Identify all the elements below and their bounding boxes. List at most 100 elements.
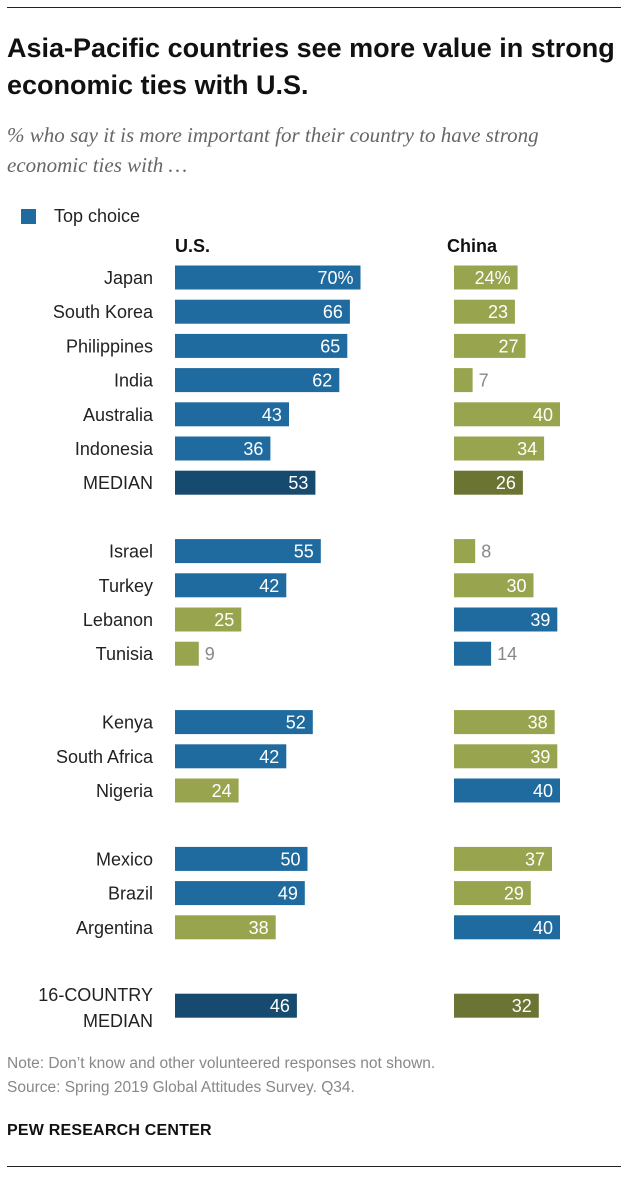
- us-bar-tunisia: [175, 641, 199, 666]
- us-bar-israel: [175, 539, 321, 564]
- chart-subtitle: % who say it is more important for their…: [7, 123, 539, 177]
- china-value-label-brazil: 29: [504, 884, 524, 904]
- country-label-line-16-country-median-0: 16-COUNTRY: [38, 985, 153, 1005]
- column-header-us: U.S.: [175, 236, 211, 256]
- top-rule: [7, 7, 621, 8]
- china-value-label-australia: 40: [533, 405, 553, 425]
- country-label-india: India: [114, 371, 154, 391]
- country-label-mexico: Mexico: [96, 849, 153, 869]
- us-bar-median: [175, 470, 316, 495]
- us-bar-india: [175, 368, 340, 393]
- us-value-label-argentina: 38: [249, 918, 269, 938]
- us-value-label-kenya: 52: [286, 713, 306, 733]
- china-value-label-lebanon: 39: [530, 610, 550, 630]
- country-label-israel: Israel: [109, 542, 153, 562]
- china-bar-south-korea: [454, 299, 515, 324]
- china-value-label-south-africa: 39: [530, 747, 550, 767]
- china-value-label-india: 7: [479, 371, 489, 391]
- china-bar-16-country-median: [454, 993, 539, 1018]
- china-bar-median: [454, 470, 523, 495]
- china-value-label-kenya: 38: [528, 713, 548, 733]
- chart-title: Asia-Pacific countries see more value in…: [7, 33, 615, 100]
- us-bar-australia: [175, 402, 289, 427]
- legend-swatch-top-choice: [21, 208, 36, 224]
- china-value-label-tunisia: 14: [497, 644, 517, 664]
- us-value-label-south-africa: 42: [259, 747, 279, 767]
- us-bar-south-africa: [175, 744, 287, 769]
- us-value-label-indonesia: 36: [243, 439, 263, 459]
- legend-label-top-choice: Top choice: [54, 205, 141, 226]
- china-bar-lebanon: [454, 607, 558, 632]
- country-label-indonesia: Indonesia: [75, 439, 154, 459]
- country-label-australia: Australia: [83, 405, 154, 425]
- us-value-label-australia: 43: [262, 405, 282, 425]
- china-value-label-israel: 8: [481, 542, 491, 562]
- china-value-label-indonesia: 34: [517, 439, 537, 459]
- country-label-nigeria: Nigeria: [96, 781, 154, 801]
- china-value-label-argentina: 40: [533, 918, 553, 938]
- us-bar-japan: [175, 265, 361, 290]
- us-value-label-india: 62: [312, 371, 332, 391]
- us-value-label-turkey: 42: [259, 576, 279, 596]
- china-bar-tunisia: [454, 641, 492, 666]
- us-bar-lebanon: [175, 607, 242, 632]
- china-value-label-16-country-median: 32: [512, 996, 532, 1016]
- us-value-label-lebanon: 25: [214, 610, 234, 630]
- country-label-south-korea: South Korea: [53, 302, 154, 322]
- country-label-philippines: Philippines: [66, 336, 153, 356]
- us-value-label-nigeria: 24: [212, 781, 232, 801]
- us-bar-mexico: [175, 846, 308, 871]
- us-value-label-japan: 70%: [317, 268, 353, 288]
- china-bar-israel: [454, 539, 476, 564]
- us-value-label-brazil: 49: [278, 884, 298, 904]
- china-bar-nigeria: [454, 778, 560, 803]
- country-label-16-country-median: 16-COUNTRY MEDIAN: [38, 985, 153, 1031]
- us-value-label-tunisia: 9: [205, 644, 215, 664]
- us-bar-indonesia: [175, 436, 271, 461]
- china-bar-kenya: [454, 710, 555, 735]
- china-value-label-turkey: 30: [506, 576, 526, 596]
- china-bar-indonesia: [454, 436, 545, 461]
- country-label-japan: Japan: [104, 268, 153, 288]
- us-bar-argentina: [175, 915, 276, 940]
- country-label-argentina: Argentina: [76, 918, 154, 938]
- source-line: Source: Spring 2019 Global Attitudes Sur…: [7, 1079, 355, 1096]
- china-bar-turkey: [454, 573, 534, 598]
- china-bar-argentina: [454, 915, 560, 940]
- country-label-south-africa: South Africa: [56, 747, 154, 767]
- footnote: Note: Don’t know and other volunteered r…: [7, 1055, 436, 1072]
- column-header-china: China: [447, 236, 498, 256]
- us-bar-turkey: [175, 573, 287, 598]
- us-bar-brazil: [175, 881, 305, 906]
- china-value-label-mexico: 37: [525, 849, 545, 869]
- china-value-label-median: 26: [496, 473, 516, 493]
- china-bar-australia: [454, 402, 560, 427]
- country-label-kenya: Kenya: [102, 713, 154, 733]
- china-bar-japan: [454, 265, 518, 290]
- china-value-label-south-korea: 23: [488, 302, 508, 322]
- china-bar-south-africa: [454, 744, 558, 769]
- us-value-label-israel: 55: [294, 542, 314, 562]
- country-label-lebanon: Lebanon: [83, 610, 153, 630]
- country-label-tunisia: Tunisia: [96, 644, 154, 664]
- bottom-rule: [7, 1166, 621, 1167]
- us-value-label-median: 53: [288, 473, 308, 493]
- us-bar-philippines: [175, 333, 348, 358]
- us-value-label-philippines: 65: [320, 336, 340, 356]
- legend: Top choice: [21, 204, 140, 228]
- country-label-line-16-country-median-1: MEDIAN: [83, 1011, 153, 1031]
- china-bar-philippines: [454, 333, 526, 358]
- us-bar-south-korea: [175, 299, 350, 324]
- us-value-label-16-country-median: 46: [270, 996, 290, 1016]
- us-value-label-mexico: 50: [280, 849, 300, 869]
- china-value-label-japan: 24%: [475, 268, 511, 288]
- china-bar-mexico: [454, 846, 552, 871]
- country-label-brazil: Brazil: [108, 884, 153, 904]
- china-value-label-nigeria: 40: [533, 781, 553, 801]
- pew-credit: PEW RESEARCH CENTER: [7, 1122, 212, 1139]
- china-value-label-philippines: 27: [498, 336, 518, 356]
- china-bar-india: [454, 368, 473, 393]
- china-bar-brazil: [454, 881, 531, 906]
- us-bar-nigeria: [175, 778, 239, 803]
